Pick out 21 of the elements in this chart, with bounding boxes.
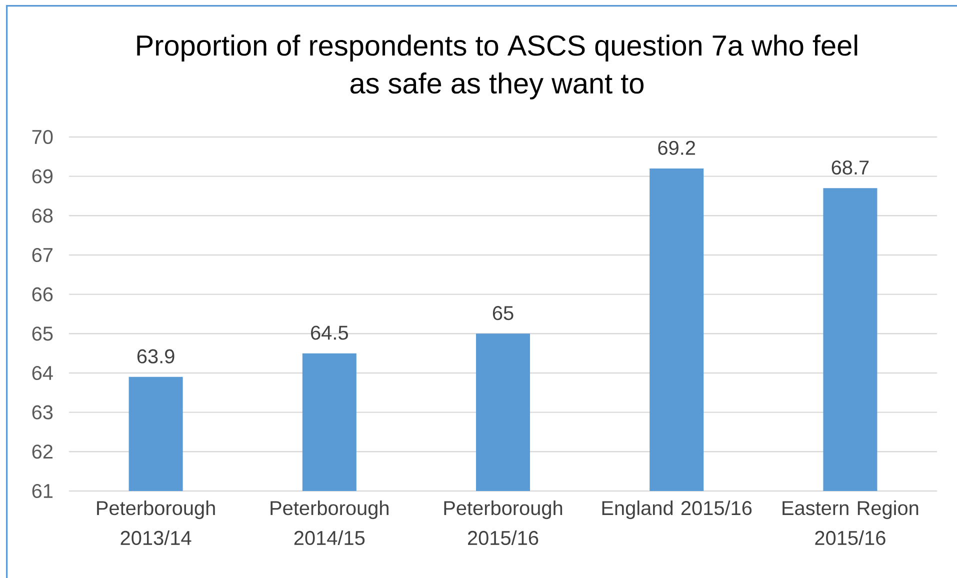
y-tick-label: 64	[32, 366, 53, 380]
y-tick-label: 65	[32, 326, 53, 341]
chart-title: Proportion of respondents to ASCS question 7a who feel as safe as they want to	[137, 34, 858, 100]
y-tick-label: 67	[32, 248, 52, 262]
y-tick-label: 69	[32, 169, 53, 184]
y-tick-label: 61	[32, 484, 53, 498]
y-tick-label: 68	[32, 208, 53, 223]
x-tick-label: England 2015/16	[602, 500, 752, 520]
data-label: 63.9	[137, 349, 174, 364]
data-label: 68.7	[832, 160, 869, 175]
x-tick-label: Eastern Region 2015/16	[782, 500, 918, 546]
data-label: 69.2	[658, 140, 695, 155]
data-label: 65	[492, 306, 514, 320]
y-tick-label: 70	[32, 130, 53, 144]
y-tick-label: 63	[32, 405, 53, 420]
data-label: 64.5	[311, 326, 348, 340]
x-tick-label: Peterborough 2014/15	[270, 500, 388, 546]
x-tick-label: Peterborough 2015/16	[444, 500, 562, 546]
y-tick-label: 66	[32, 287, 53, 302]
x-tick-label: Peterborough 2013/14	[97, 500, 215, 546]
y-tick-label: 62	[32, 444, 52, 459]
